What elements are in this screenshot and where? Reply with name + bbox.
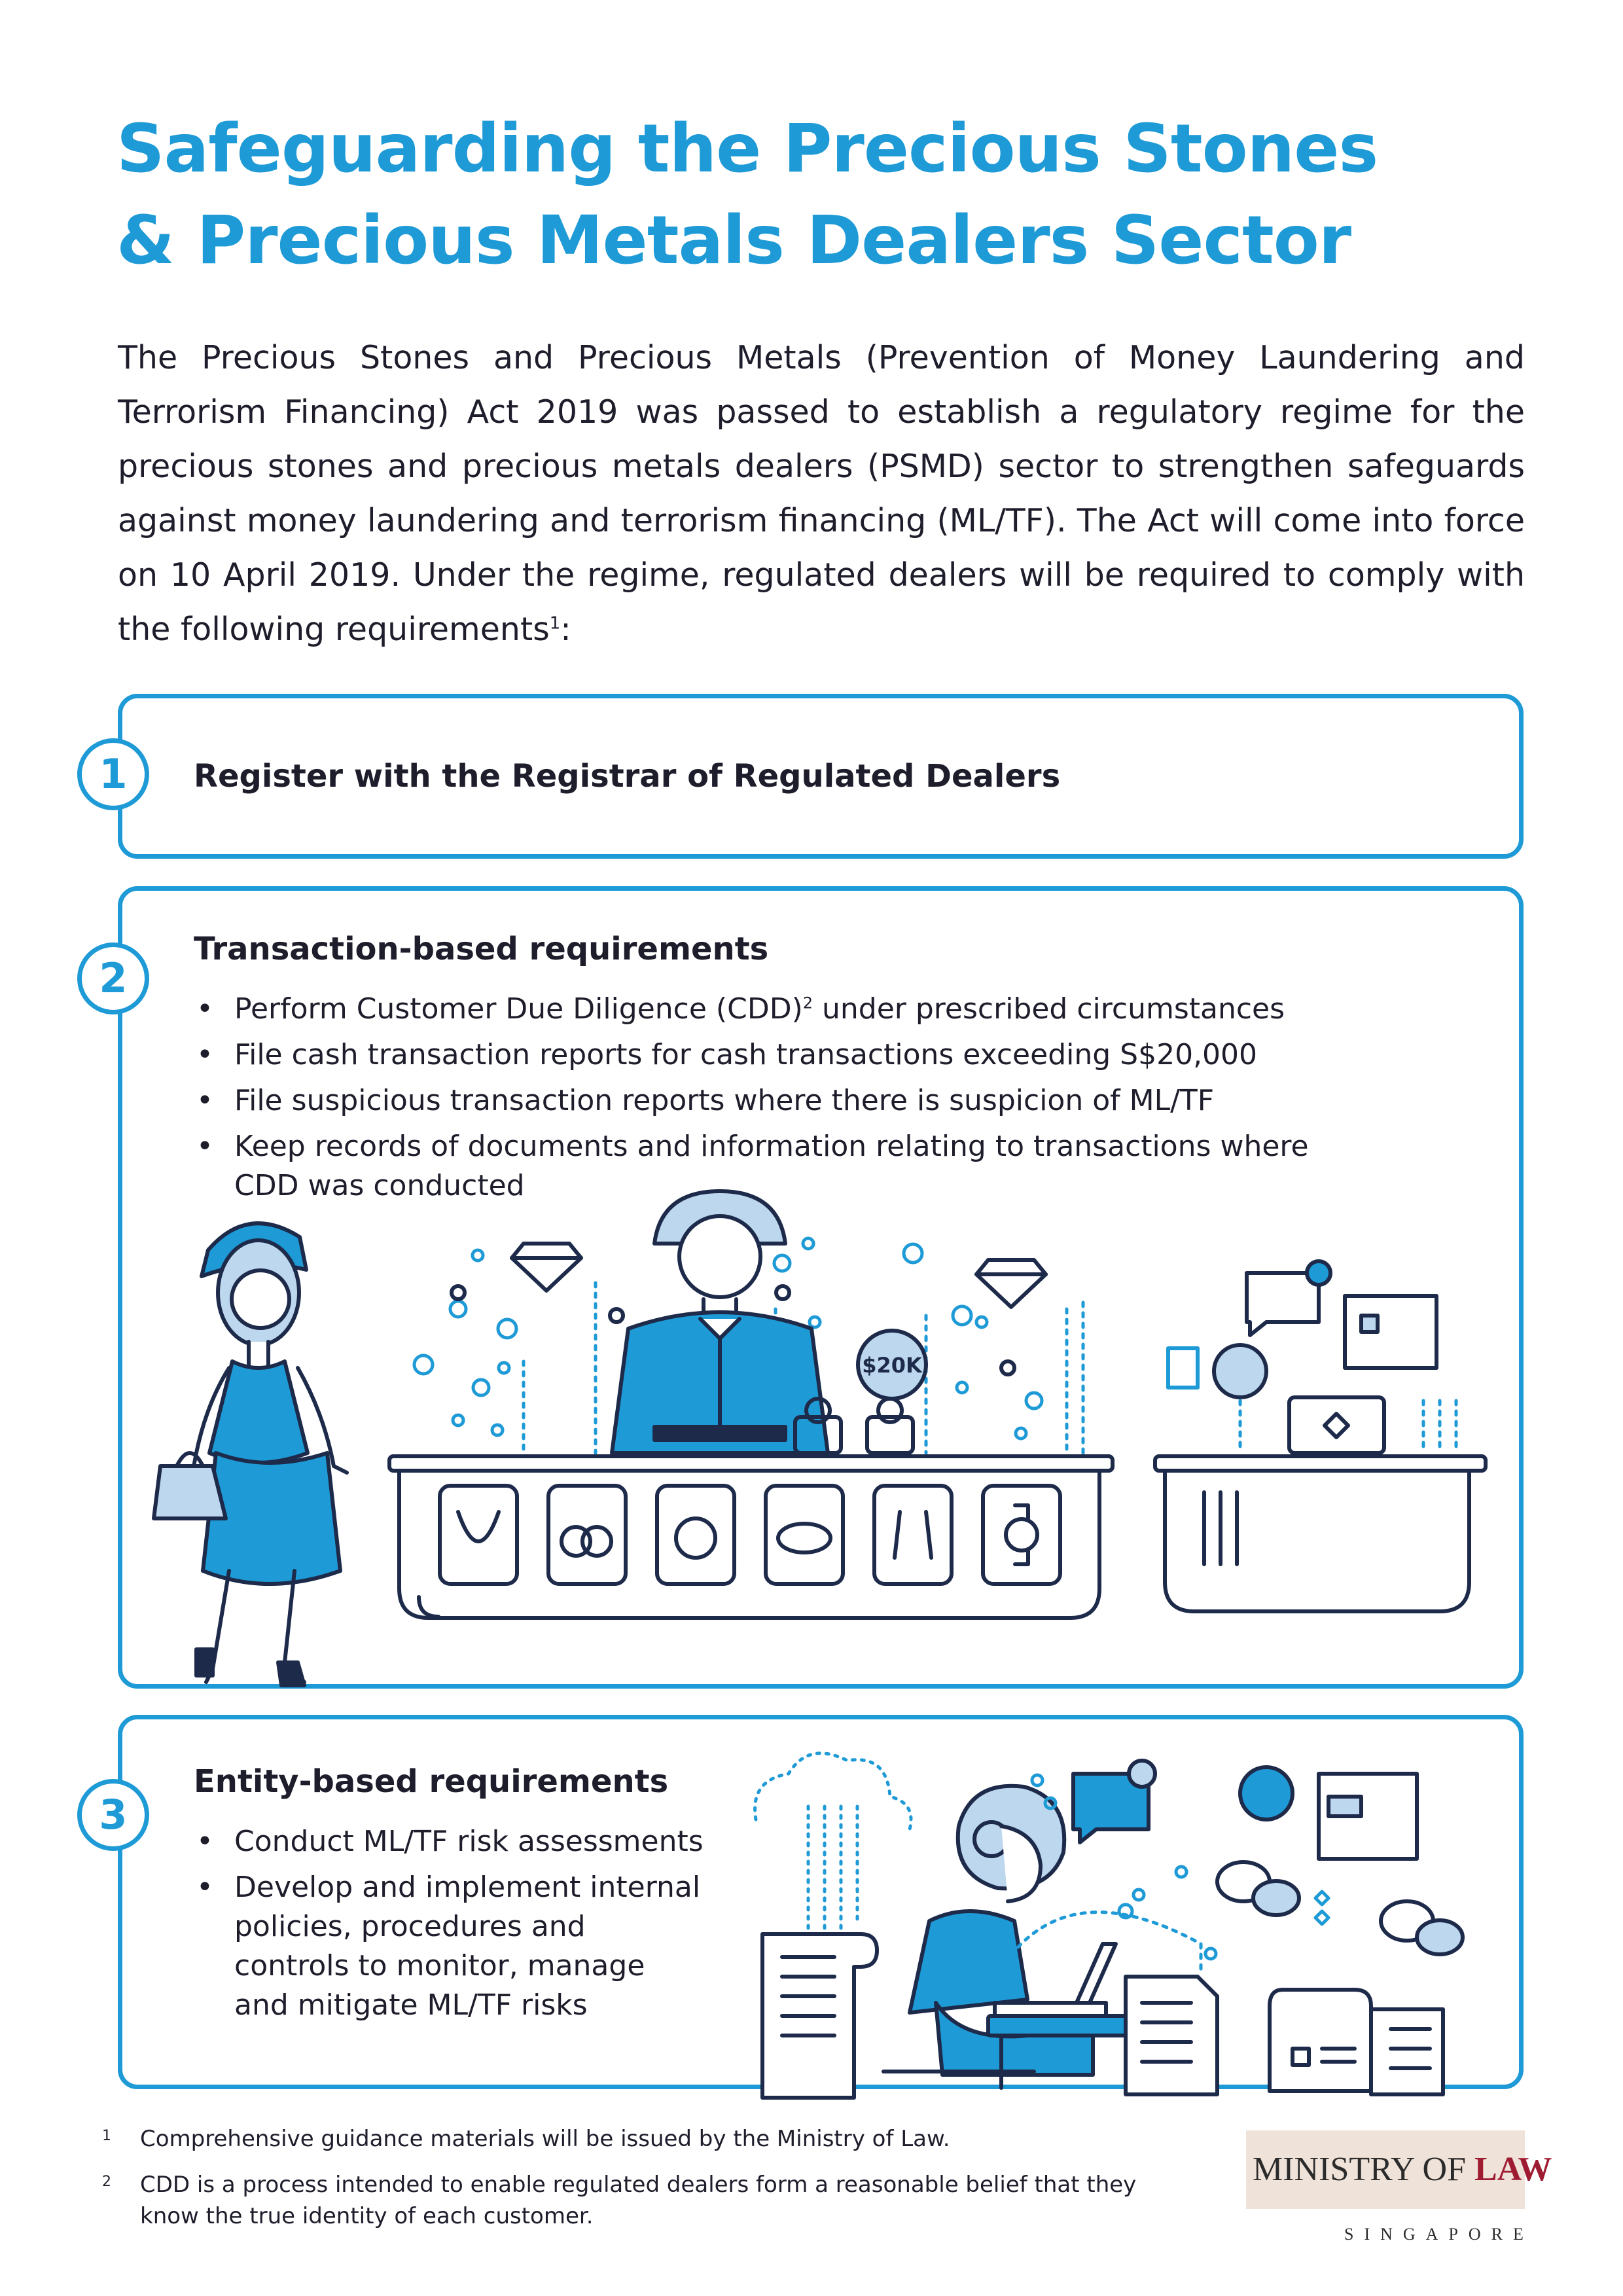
rings-icon: [560, 1525, 613, 1558]
paper-icon: [1166, 1346, 1200, 1390]
chat-bubble-icon: [1379, 1899, 1465, 1956]
service-counter-body: [1163, 1469, 1471, 1613]
customer-woman-icon: [152, 1221, 349, 1687]
bangle-icon: [776, 1522, 832, 1554]
logo-text: MINISTRY OF LAW: [1253, 2151, 1552, 2188]
intro-text: The Precious Stones and Precious Metals …: [118, 339, 1525, 648]
bracelet-icon: [674, 1516, 717, 1560]
chat-bubble-icon: [1238, 1765, 1294, 1821]
ministry-of-law-logo: MINISTRY OF LAW SINGAPORE: [1246, 2130, 1552, 2244]
logo-bar: [1246, 2130, 1525, 2209]
document-icon: [1317, 1772, 1419, 1861]
footnote-2: 2 CDD is a process intended to enable re…: [102, 2169, 1162, 2232]
section-3-heading: Entity-based requirements: [194, 1763, 669, 1800]
avatar-icon: [1212, 1343, 1268, 1399]
list-item: Keep records of documents and informatio…: [194, 1127, 1347, 1206]
chat-bubble-icon: [1215, 1860, 1301, 1917]
list-item: Develop and implement internal policies,…: [194, 1868, 704, 2025]
necklace-icon: [456, 1510, 501, 1543]
section-1-number: 1: [77, 738, 149, 810]
counter-top: [387, 1454, 1115, 1473]
section-2-heading: Transaction-based requirements: [194, 931, 769, 967]
ring-box-icon: [865, 1397, 915, 1455]
list-item: File cash transaction reports for cash t…: [194, 1035, 1372, 1075]
footnote-2-text: CDD is a process intended to enable regu…: [140, 2172, 1137, 2229]
scroll-document-icon: [760, 1932, 879, 2100]
watch-icon: [1004, 1503, 1039, 1566]
laptop-icon: [1274, 1395, 1399, 1458]
section-2-bullets: Perform Customer Due Diligence (CDD)2 un…: [194, 990, 1372, 1212]
footnote-1: 1 Comprehensive guidance materials will …: [102, 2123, 1162, 2155]
salesman-icon: [610, 1189, 830, 1455]
document-icon: [1124, 1975, 1219, 2096]
scroll-document-icon: [1268, 1988, 1373, 2093]
chat-bubble-icon: [1071, 1759, 1157, 1844]
arrow-dashed-icon: [1003, 1910, 1203, 1972]
page-title: Safeguarding the Precious Stones & Preci…: [116, 103, 1524, 287]
title-line-2: & Precious Metals Dealers Sector: [116, 202, 1351, 279]
footnote-2-number: 2: [102, 2174, 111, 2190]
section-3-bullets: Conduct ML/TF risk assessments Develop a…: [194, 1822, 704, 2032]
section-2-number: 2: [77, 942, 149, 1014]
earrings-icon: [893, 1510, 933, 1560]
title-line-1: Safeguarding the Precious Stones: [116, 110, 1378, 188]
section-3-number: 3: [77, 1779, 149, 1851]
logo-subtext: SINGAPORE: [1344, 2225, 1534, 2244]
list-item: Conduct ML/TF risk assessments: [194, 1822, 704, 1861]
chat-bubble-icon: [1245, 1259, 1332, 1337]
footnote-1-text: Comprehensive guidance materials will be…: [140, 2126, 950, 2152]
price-tag-label: $20K: [862, 1353, 923, 1378]
section-1-heading: Register with the Registrar of Regulated…: [194, 758, 1061, 795]
intro-footnote-ref: 1: [549, 613, 561, 634]
counter-body: [397, 1469, 1101, 1620]
intro-paragraph: The Precious Stones and Precious Metals …: [118, 331, 1525, 656]
document-icon: [1369, 2007, 1445, 2096]
list-item: Perform Customer Due Diligence (CDD)2 un…: [194, 990, 1372, 1029]
intro-end: :: [560, 611, 571, 648]
footnote-1-number: 1: [102, 2128, 111, 2144]
cloud-icon: [753, 1751, 913, 1965]
section-1-box: [118, 694, 1524, 859]
decorative-circles: [412, 1236, 1044, 1441]
list-item: File suspicious transaction reports wher…: [194, 1081, 1372, 1121]
diamond-icon: [510, 1242, 583, 1293]
document-icon: [1343, 1294, 1438, 1370]
display-cases: [438, 1484, 1062, 1586]
ring-box-icon: [793, 1397, 843, 1455]
diamond-icon: [974, 1258, 1048, 1309]
